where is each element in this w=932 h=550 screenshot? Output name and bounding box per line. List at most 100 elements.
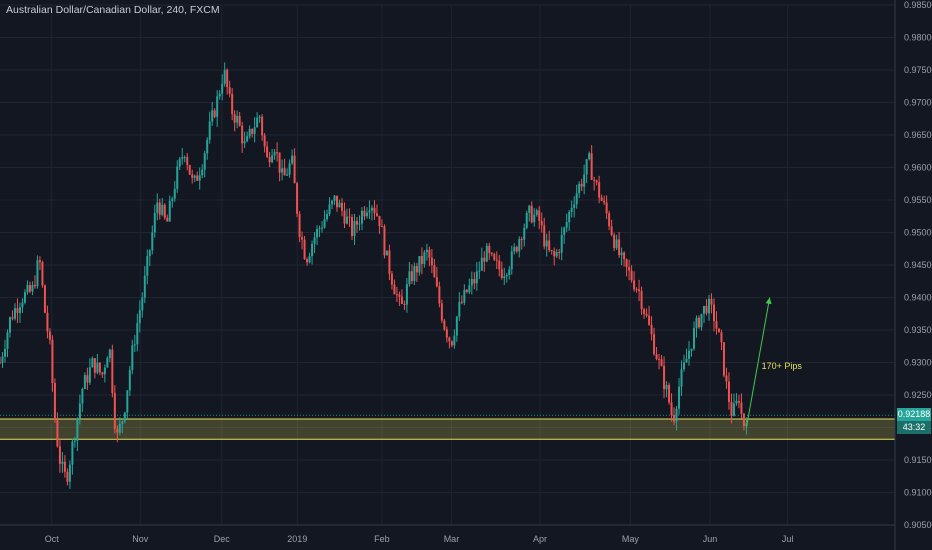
candle-body: [665, 385, 668, 390]
candle-body: [727, 381, 730, 402]
candle-body: [258, 116, 261, 118]
candle-body: [66, 471, 69, 482]
candle-body: [635, 289, 638, 291]
candle-body: [1, 356, 4, 363]
candle-body: [500, 269, 503, 278]
candle-body: [43, 285, 46, 313]
candle-body: [271, 155, 274, 163]
candle-body: [483, 257, 486, 262]
candle-body: [316, 228, 319, 238]
candlesticks: [0, 62, 748, 489]
candle-body: [81, 388, 84, 404]
candle-body: [336, 195, 339, 208]
candle-body: [608, 213, 611, 227]
candle-body: [400, 296, 403, 304]
candle-body: [578, 183, 581, 194]
candle-body: [338, 202, 341, 208]
candle-body: [485, 245, 488, 262]
candle-body: [493, 254, 496, 260]
candle-body: [131, 345, 134, 370]
candle-body: [53, 383, 56, 421]
candle-body: [163, 204, 166, 218]
candle-body: [405, 284, 408, 305]
candle-body: [518, 239, 521, 252]
candle-body: [523, 227, 526, 240]
candle-body: [513, 246, 516, 252]
candle-body: [458, 301, 461, 317]
candle-body: [108, 349, 111, 358]
candle-body: [193, 175, 196, 178]
candle-body: [560, 234, 563, 253]
candle-body: [91, 358, 94, 368]
candle-body: [216, 96, 219, 117]
candle-body: [121, 421, 124, 424]
candle-body: [590, 153, 593, 180]
candle-body: [428, 249, 431, 258]
chart-title: Australian Dollar/Canadian Dollar, 240, …: [6, 4, 220, 16]
candle-body: [221, 83, 224, 94]
candle-body: [353, 221, 356, 237]
candle-body: [103, 367, 106, 375]
candle-body: [510, 251, 513, 270]
candle-body: [610, 226, 613, 235]
candle-body: [33, 284, 36, 287]
candle-body: [468, 285, 471, 293]
candle-body: [575, 193, 578, 205]
time-tick-label: Dec: [214, 534, 231, 544]
candle-body: [573, 204, 576, 208]
candle-body: [368, 210, 371, 213]
candle-body: [705, 305, 708, 314]
time-tick-label: Oct: [45, 534, 60, 544]
candle-body: [408, 271, 411, 285]
candle-body: [306, 259, 309, 263]
candle-body: [663, 365, 666, 390]
candle-body: [443, 320, 446, 330]
candle-body: [358, 223, 361, 225]
candle-body: [218, 93, 221, 97]
candle-body: [13, 308, 16, 319]
candle-body: [355, 221, 358, 225]
candle-body: [685, 358, 688, 363]
candle-body: [58, 446, 61, 464]
candle-body: [363, 210, 366, 217]
candle-body: [226, 69, 229, 88]
candle-body: [538, 210, 541, 221]
candle-body: [201, 169, 204, 176]
time-tick-label: Feb: [374, 534, 390, 544]
candle-body: [186, 157, 189, 166]
candle-body: [28, 285, 31, 292]
candle-body: [655, 354, 658, 360]
time-axis: Oct Nov Dec 2019 Feb Mar Apr May Jun Jul: [45, 534, 794, 544]
candle-body: [286, 174, 289, 176]
candle-body: [61, 461, 64, 464]
candle-body: [383, 226, 386, 256]
candle-body: [243, 141, 246, 144]
last-price-badge: 0.92188: [897, 408, 931, 422]
candle-body: [6, 332, 9, 350]
candle-body: [0, 362, 1, 364]
candle-body: [475, 271, 478, 284]
candle-body: [208, 121, 211, 140]
candle-body: [148, 250, 151, 257]
time-tick-label: Nov: [132, 534, 149, 544]
candle-body: [346, 216, 349, 224]
candle-body: [118, 423, 121, 433]
candle-body: [211, 110, 214, 122]
candle-body: [588, 153, 591, 160]
time-tick-label: Mar: [444, 534, 460, 544]
candle-body: [697, 317, 700, 328]
candle-body: [715, 321, 718, 329]
candle-body: [680, 369, 683, 387]
candle-body: [238, 115, 241, 126]
candle-body: [136, 323, 139, 345]
candle-body: [385, 250, 388, 256]
candle-body: [321, 227, 324, 229]
candle-body: [735, 400, 738, 404]
candle-body: [296, 183, 299, 214]
candle-body: [413, 266, 416, 282]
candle-body: [670, 402, 673, 416]
candle-body: [540, 220, 543, 226]
candle-body: [26, 285, 29, 293]
